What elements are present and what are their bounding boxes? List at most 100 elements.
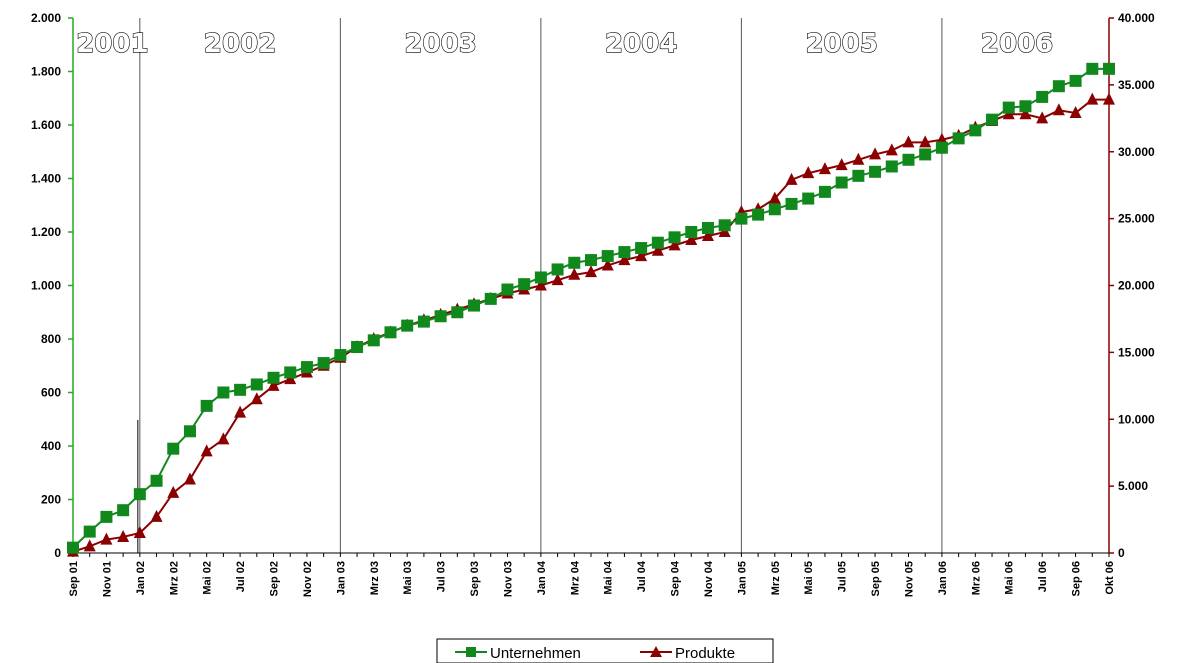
data-point-produkte	[167, 485, 180, 498]
data-point-unternehmen	[384, 326, 397, 339]
year-label-2006: 2006	[981, 29, 1053, 59]
data-point-produkte	[217, 432, 230, 445]
x-tick-label: Sep 02	[269, 561, 281, 596]
right-tick-label: 20.000	[1118, 279, 1155, 293]
data-point-unternehmen	[818, 185, 831, 198]
data-point-produkte	[551, 273, 564, 286]
x-tick-label: Jul 03	[436, 561, 448, 592]
left-tick-label: 0	[54, 546, 61, 560]
x-tick-label: Mai 02	[202, 561, 214, 595]
data-point-produkte	[902, 135, 915, 148]
x-tick-label: Jul 06	[1037, 561, 1049, 592]
year-label-2001: 2001	[76, 29, 148, 59]
left-tick-label: 1.400	[31, 172, 61, 186]
data-point-unternehmen	[334, 349, 347, 362]
data-point-unternehmen	[919, 148, 932, 161]
data-point-unternehmen	[518, 278, 531, 291]
data-point-unternehmen	[117, 504, 130, 517]
x-tick-label: Jan 04	[536, 560, 548, 595]
series-unternehmen	[67, 62, 1115, 554]
data-point-unternehmen	[802, 192, 815, 205]
data-point-unternehmen	[601, 250, 614, 263]
data-point-produkte	[885, 143, 898, 156]
data-point-unternehmen	[935, 141, 948, 154]
right-tick-label: 35.000	[1118, 78, 1155, 92]
data-point-unternehmen	[501, 283, 514, 296]
data-point-unternehmen	[351, 341, 364, 354]
data-point-unternehmen	[1069, 74, 1082, 87]
data-point-produkte	[601, 258, 614, 271]
data-point-produkte	[935, 132, 948, 145]
data-point-produkte	[685, 233, 698, 246]
year-labels: 2001 2002 2003 2004 2005 2006	[76, 28, 1054, 59]
data-point-produkte	[869, 147, 882, 160]
data-point-unternehmen	[1052, 80, 1065, 93]
x-tick-label: Mai 06	[1004, 561, 1016, 595]
data-point-produkte	[651, 243, 664, 256]
legend-produkte-label: Produkte	[675, 645, 735, 662]
x-tick-label: Mrz 02	[168, 561, 180, 595]
x-tick-label: Jan 06	[937, 561, 949, 595]
data-point-produkte	[919, 135, 932, 148]
left-tick-label: 800	[41, 332, 61, 346]
x-tick-label: Jan 03	[335, 561, 347, 595]
data-point-unternehmen	[568, 256, 581, 269]
data-point-unternehmen	[1002, 101, 1015, 114]
legend-produkte-marker	[650, 646, 662, 657]
data-point-unternehmen	[250, 378, 263, 391]
data-point-produkte	[1103, 92, 1115, 105]
legend-box	[436, 638, 774, 663]
data-point-unternehmen	[284, 366, 297, 379]
year-label-2004: 2004	[605, 29, 677, 59]
x-tick-label: Sep 03	[469, 561, 481, 596]
data-point-unternehmen	[551, 263, 564, 276]
data-point-unternehmen	[969, 124, 982, 137]
x-tick-label: Nov 01	[101, 561, 113, 597]
data-point-unternehmen	[367, 334, 380, 347]
data-point-produkte	[133, 525, 146, 538]
x-tick-label: Nov 05	[903, 561, 915, 597]
x-tick-label: Sep 01	[68, 561, 80, 596]
right-tick-label: 25.000	[1118, 212, 1155, 226]
x-tick-label: Mrz 04	[569, 560, 581, 595]
data-point-produkte	[117, 529, 130, 542]
data-point-unternehmen	[852, 169, 865, 182]
left-tick-label: 200	[41, 493, 61, 507]
legend-unternehmen-marker	[466, 647, 476, 657]
data-point-unternehmen	[217, 386, 230, 399]
data-point-produkte	[267, 378, 280, 391]
data-point-unternehmen	[585, 254, 597, 267]
data-point-unternehmen	[67, 541, 79, 554]
data-point-unternehmen	[83, 525, 96, 538]
x-tick-label: Mai 03	[402, 561, 414, 595]
year-label-2002: 2002	[204, 29, 276, 59]
data-point-unternehmen	[885, 160, 898, 173]
data-point-produkte	[568, 267, 581, 280]
data-point-unternehmen	[735, 212, 748, 225]
data-point-unternehmen	[267, 371, 280, 384]
right-tick-label: 0	[1118, 546, 1125, 560]
data-point-produkte	[635, 249, 648, 262]
data-point-unternehmen	[183, 425, 196, 438]
year-label-2003: 2003	[404, 29, 476, 59]
right-tick-label: 30.000	[1118, 145, 1155, 159]
data-point-unternehmen	[986, 113, 999, 126]
data-point-unternehmen	[718, 219, 731, 232]
data-point-produkte	[618, 253, 631, 266]
data-point-produkte	[768, 191, 781, 204]
data-point-unternehmen	[1036, 90, 1049, 103]
right-tick-label: 5.000	[1118, 479, 1148, 493]
data-point-unternehmen	[635, 242, 648, 255]
data-point-unternehmen	[668, 231, 681, 244]
data-point-unternehmen	[1086, 62, 1099, 75]
data-point-unternehmen	[468, 299, 481, 312]
data-point-produkte	[183, 472, 196, 485]
data-point-produkte	[785, 172, 798, 185]
data-point-produkte	[534, 278, 547, 291]
legend: Unternehmen Produkte	[436, 638, 774, 663]
data-point-produkte	[818, 162, 831, 175]
data-point-produkte	[802, 166, 815, 179]
data-point-unternehmen	[768, 203, 781, 216]
